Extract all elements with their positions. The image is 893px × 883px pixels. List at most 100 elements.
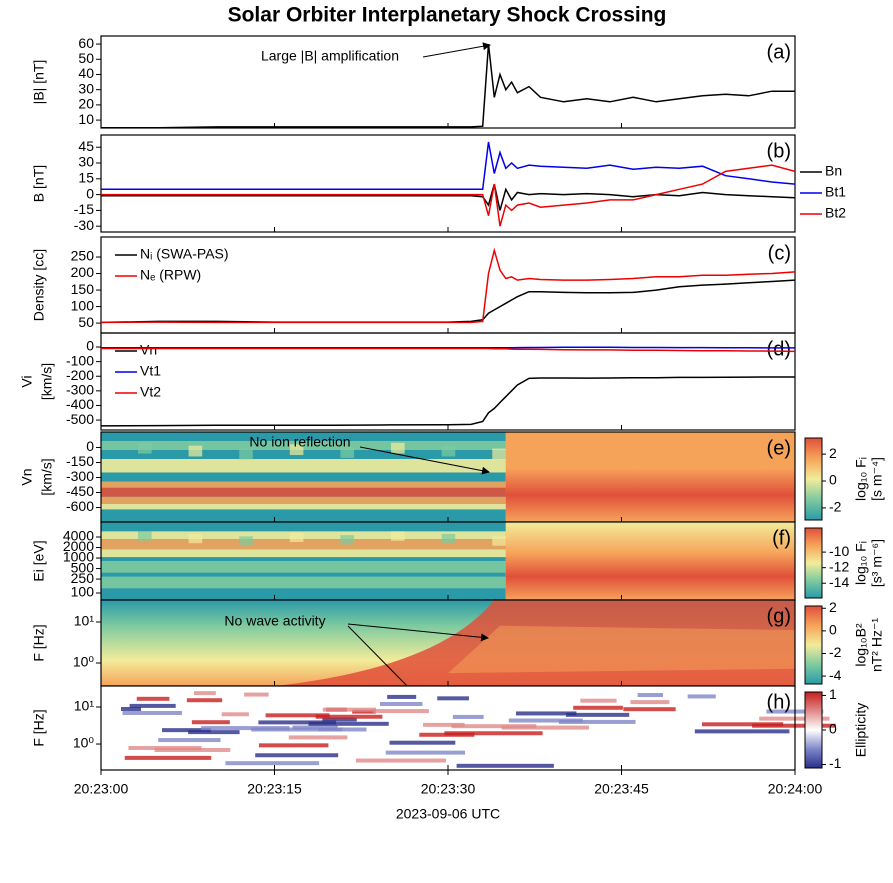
- spectrogram-block: [492, 536, 506, 546]
- spectrogram-pixel: [508, 718, 583, 723]
- colorbar-label: log₁₀B²: [853, 623, 869, 667]
- line-series: [101, 183, 796, 211]
- spectrogram-pixel: [124, 755, 212, 760]
- y-tick-label: -300: [66, 382, 94, 398]
- spectrogram-band: [101, 531, 506, 540]
- line-series: [101, 164, 796, 227]
- spectrogram-pixel: [251, 727, 343, 732]
- colorbar-tick-label: 0: [829, 622, 837, 638]
- spectrogram-pixel: [128, 745, 202, 750]
- colorbar-label: [s³ m⁻⁶]: [869, 539, 885, 587]
- y-tick-label: 30: [78, 80, 94, 96]
- spectrogram-block: [340, 535, 355, 545]
- y-tick-label: -450: [66, 483, 94, 499]
- colorbar-tick-label: -2: [829, 499, 842, 515]
- spectrogram-pixel: [318, 727, 367, 732]
- spectrogram-pixel: [308, 721, 389, 726]
- spectrogram-block: [239, 536, 253, 546]
- annotation: No wave activity: [224, 613, 325, 629]
- y-tick-label: 250: [71, 570, 95, 586]
- x-tick-label: 20:23:15: [247, 781, 302, 797]
- colorbar-tick-label: -14: [829, 574, 849, 590]
- y-tick-label: -600: [66, 498, 94, 514]
- y-tick-label: 1000: [63, 549, 94, 565]
- y-tick-label: -500: [66, 411, 94, 427]
- spectrogram-pixel: [515, 711, 577, 716]
- spectrogram-pixel: [701, 722, 784, 727]
- legend-label: Bt1: [825, 184, 846, 200]
- spectrogram-pixel: [580, 698, 617, 703]
- line-series: [100, 279, 796, 324]
- spectrogram-pixel: [288, 735, 348, 740]
- spectrogram-band: [101, 576, 506, 589]
- y-tick-label: 20: [78, 96, 94, 112]
- line-series: [100, 376, 795, 427]
- panel-frame: [100, 35, 796, 129]
- colorbar-tick-label: 1: [829, 686, 837, 702]
- y-tick-label: 4000: [63, 528, 94, 544]
- spectrogram-band: [101, 504, 506, 510]
- panel-label: (b): [767, 140, 791, 162]
- spectrogram-block: [289, 444, 304, 456]
- spectrogram-pixel: [122, 710, 183, 715]
- spectrogram-pixel: [315, 714, 383, 719]
- colorbar: [804, 437, 823, 521]
- spectrogram-pixel: [694, 729, 790, 734]
- spectrogram-pixel: [372, 709, 429, 714]
- spectrogram-block: [441, 445, 456, 457]
- y-axis-label: Density [cc]: [31, 249, 47, 321]
- x-tick-label: 20:23:00: [74, 781, 129, 797]
- legend-label: Nₑ (RPW): [140, 267, 201, 283]
- spectrogram-block: [289, 532, 304, 542]
- legend-label: Vn: [140, 342, 157, 358]
- y-tick-label: 10¹: [74, 698, 95, 714]
- spectrogram-pixel: [423, 722, 465, 727]
- spectrogram-block: [441, 533, 456, 544]
- panel-label: (d): [767, 338, 791, 360]
- annotation: No ion reflection: [249, 434, 350, 450]
- panel: -10-12-14 log₁₀ Fᵢ [s³ m⁻⁶] 100250500100020…: [31, 521, 885, 601]
- spectrogram-pixel: [637, 693, 663, 698]
- spectrogram-pixel: [258, 720, 336, 725]
- spectrogram-pixel: [355, 758, 447, 763]
- annotation: Large |B| amplification: [261, 48, 399, 64]
- y-tick-label: 250: [71, 248, 95, 264]
- colorbar-tick-label: -4: [829, 667, 842, 683]
- spectrogram-pixel: [162, 728, 211, 733]
- colorbar-tick-label: -2: [829, 644, 842, 660]
- spectrogram-block: [138, 442, 152, 454]
- panel: 1 0 -1 Ellipticity 10⁰ 10¹ F [Hz] (h): [31, 685, 869, 775]
- spectrogram-pixel: [387, 694, 417, 699]
- spectrogram-block: [340, 447, 355, 458]
- annotation-arrow: [347, 623, 489, 642]
- spectrogram-pixel: [444, 731, 543, 736]
- colorbar-tick-label: -12: [829, 558, 849, 574]
- colorbar-tick-label: 0: [829, 472, 837, 488]
- y-axis-label: [km/s]: [39, 363, 55, 400]
- spectrogram-band: [101, 481, 506, 488]
- spectrogram-pixel: [558, 719, 636, 724]
- spectrogram-pixel: [158, 738, 221, 743]
- y-tick-label: -300: [66, 468, 94, 484]
- colorbar-tick-label: 2: [829, 445, 837, 461]
- y-tick-label: 0: [86, 438, 94, 454]
- colorbar-label: log₁₀ Fᵢ: [853, 457, 869, 501]
- y-axis-label: Vn: [19, 468, 35, 485]
- spectrogram-pixel: [759, 716, 830, 721]
- y-tick-label: 200: [71, 264, 95, 280]
- spectrogram-block: [138, 531, 152, 541]
- spectrogram-band: [101, 561, 506, 573]
- x-axis-label: 2023-09-06 UTC: [396, 806, 500, 822]
- spectrogram-pixel: [188, 730, 240, 735]
- y-tick-label: 500: [71, 559, 95, 575]
- spectrogram-pixel: [265, 713, 330, 718]
- spectrogram-pixel: [687, 694, 716, 699]
- panel-frame: [100, 134, 796, 233]
- spectrogram-region: [448, 625, 795, 674]
- y-tick-label: -100: [66, 352, 94, 368]
- spectrogram-pixel: [121, 707, 141, 711]
- colorbar: [804, 527, 823, 599]
- spectrogram-pixel: [225, 761, 320, 766]
